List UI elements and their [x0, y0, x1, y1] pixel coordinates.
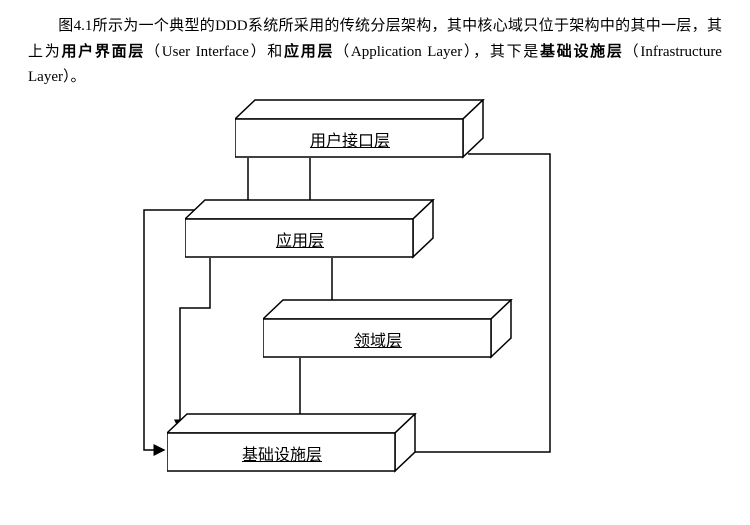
layer-box-app: 应用层	[186, 220, 434, 278]
caption-p1: （User Interface）和	[145, 44, 284, 60]
layer-label-infra: 基础设施层	[168, 434, 396, 472]
caption-bold-1: 用户界面层	[61, 44, 145, 60]
architecture-diagram: 用户接口层应用层领域层基础设施层	[0, 104, 750, 525]
caption-bold-2: 应用层	[284, 44, 334, 60]
layer-box-infra: 基础设施层	[168, 434, 416, 492]
caption-bold-3: 基础设施层	[540, 44, 624, 60]
layer-label-app: 应用层	[186, 220, 414, 258]
layer-label-domain: 领域层	[264, 320, 492, 358]
caption-p2: （Application Layer），其下是	[334, 44, 540, 60]
figure-caption: 图4.1所示为一个典型的DDD系统所采用的传统分层架构，其中核心域只位于架构中的…	[28, 14, 722, 91]
layer-label-ui: 用户接口层	[236, 120, 464, 158]
layer-box-domain: 领域层	[264, 320, 512, 378]
arrow-app-to-infra	[180, 258, 210, 430]
layer-box-ui: 用户接口层	[236, 120, 484, 178]
